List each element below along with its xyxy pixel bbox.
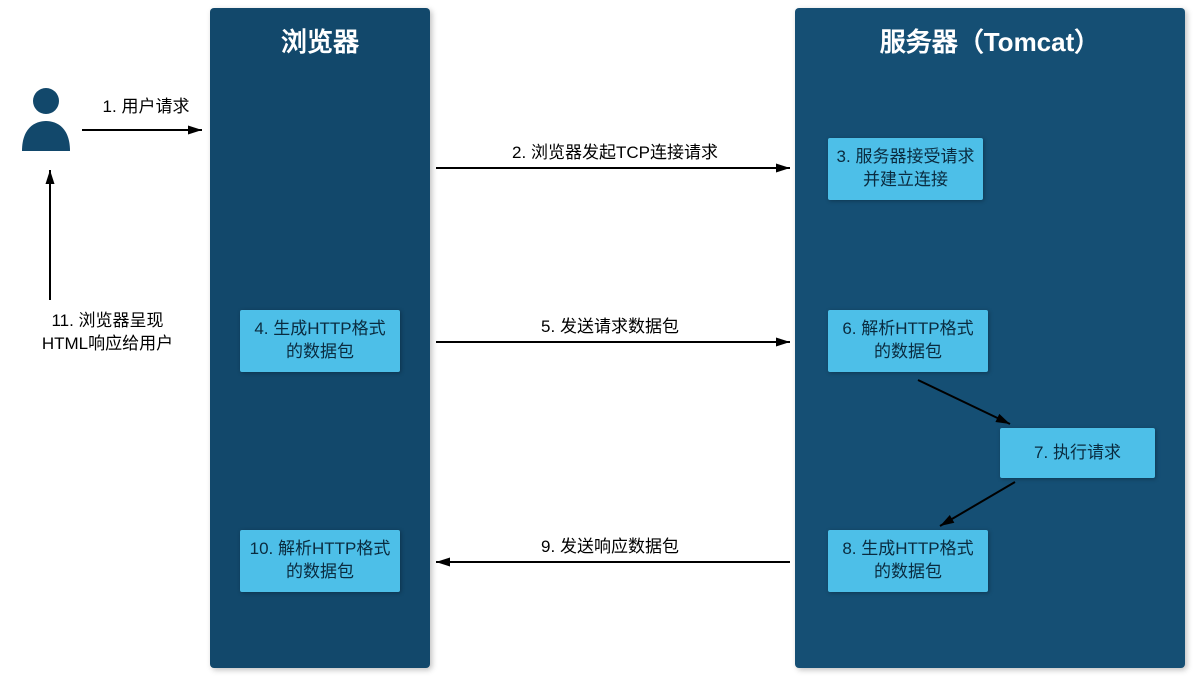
node-step-3: 3. 服务器接受请求并建立连接	[828, 138, 983, 200]
node-step-8: 8. 生成HTTP格式的数据包	[828, 530, 988, 592]
label-step-9: 9. 发送响应数据包	[510, 536, 710, 559]
label-step-5: 5. 发送请求数据包	[510, 316, 710, 339]
node-step-7: 7. 执行请求	[1000, 428, 1155, 478]
column-server-title: 服务器（Tomcat）	[795, 8, 1185, 59]
node-step-10: 10. 解析HTTP格式的数据包	[240, 530, 400, 592]
user-icon	[18, 85, 74, 153]
column-browser-title: 浏览器	[210, 8, 430, 59]
label-step-2: 2. 浏览器发起TCP连接请求	[470, 142, 760, 165]
label-step-1: 1. 用户请求	[86, 96, 206, 119]
node-step-6: 6. 解析HTTP格式的数据包	[828, 310, 988, 372]
node-step-4: 4. 生成HTTP格式的数据包	[240, 310, 400, 372]
label-step-11: 11. 浏览器呈现 HTML响应给用户	[20, 310, 195, 356]
